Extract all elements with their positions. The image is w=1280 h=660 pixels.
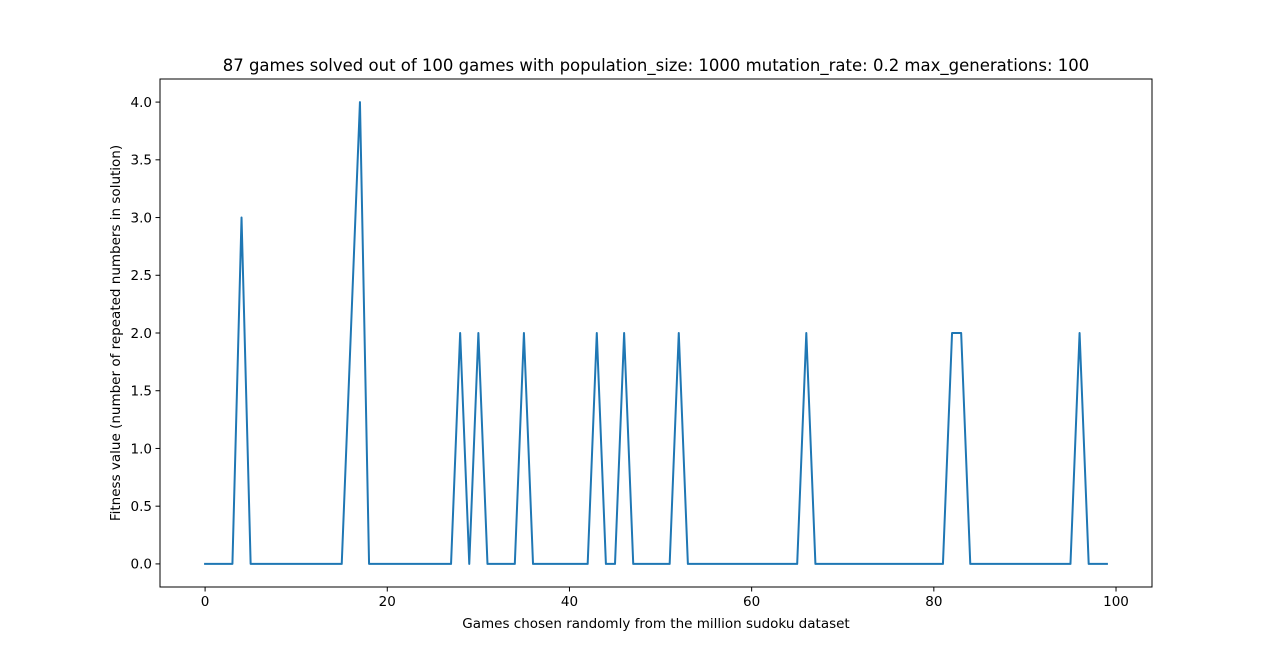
x-tick-label: 40 [561,594,578,610]
y-tick-label: 2.5 [131,268,152,284]
plot-frame [159,78,1153,588]
x-tick-label: 0 [201,594,210,610]
y-axis-ticks: 0.0 0.5 1.0 1.5 2.0 2.5 3.0 3.5 4.0 [131,95,160,573]
y-tick-label: 0.0 [131,557,152,573]
y-tick-label: 1.5 [131,384,152,400]
y-tick-label: 3.0 [131,210,152,226]
y-axis-label: Fitness value (number of repeated number… [108,145,124,521]
chart-title: 87 games solved out of 100 games with po… [223,56,1090,76]
x-tick-label: 60 [743,594,760,610]
fitness-line [204,101,1108,565]
x-tick-label: 100 [1103,594,1129,610]
x-axis-ticks: 0 20 40 60 80 100 [201,587,1129,610]
y-tick-label: 0.5 [131,499,152,515]
x-tick-label: 80 [925,594,942,610]
y-tick-label: 1.0 [131,441,152,457]
y-tick-label: 3.5 [131,153,152,169]
x-tick-label: 20 [379,594,396,610]
plot-area [160,79,1152,587]
y-tick-label: 2.0 [131,326,152,342]
y-tick-label: 4.0 [131,95,152,111]
x-axis-label: Games chosen randomly from the million s… [462,616,849,632]
